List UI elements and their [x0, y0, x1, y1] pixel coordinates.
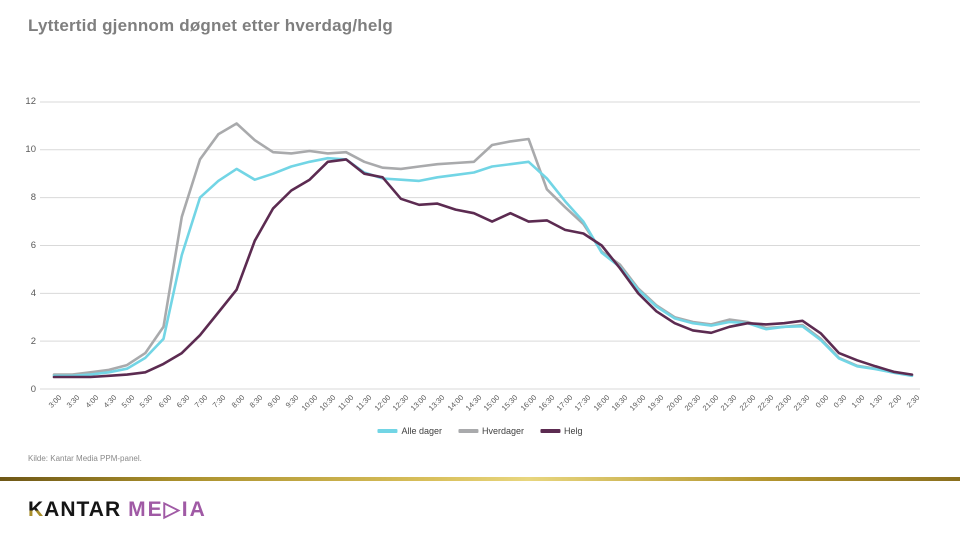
legend-label: Alle dager — [401, 426, 442, 436]
chart-legend: Alle dager Hverdager Helg — [377, 426, 583, 436]
y-tick-label: 4 — [30, 287, 36, 299]
logo-kantar-text: ANTAR — [44, 498, 122, 521]
y-tick-label: 10 — [25, 144, 36, 156]
source-note: Kilde: Kantar Media PPM-panel. — [28, 454, 142, 463]
y-tick-label: 2 — [30, 335, 36, 347]
legend-swatch — [377, 429, 398, 433]
legend-swatch — [457, 429, 478, 433]
y-tick-label: 12 — [25, 96, 36, 108]
series-line-helg — [52, 158, 914, 379]
y-tick-label: 8 — [30, 192, 36, 204]
y-tick-label: 0 — [30, 383, 36, 395]
kantar-media-logo: KANTAR ME▷IA — [28, 497, 207, 522]
legend-item-hverdager: Hverdager — [457, 426, 525, 436]
legend-item-helg: Helg — [540, 426, 583, 436]
legend-label: Helg — [564, 426, 583, 436]
legend-label: Hverdager — [481, 426, 525, 436]
series-line-alle-dager — [52, 156, 914, 378]
logo-letter-k: K — [28, 498, 45, 521]
legend-item-alle-dager: Alle dager — [377, 426, 442, 436]
gold-divider — [0, 477, 960, 481]
page-title: Lyttertid gjennom døgnet etter hverdag/h… — [28, 16, 393, 35]
logo-media-text: ME▷IA — [128, 498, 207, 521]
y-tick-label: 6 — [30, 239, 36, 251]
legend-swatch — [540, 429, 561, 433]
